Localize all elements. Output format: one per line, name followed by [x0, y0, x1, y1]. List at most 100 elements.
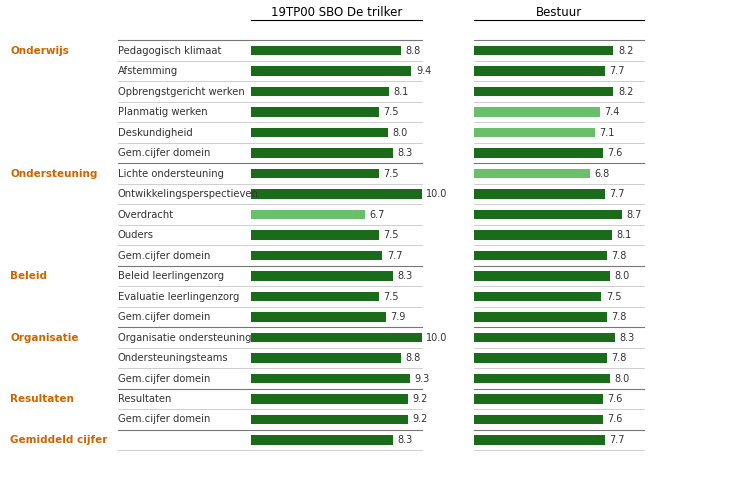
Text: Ondersteuningsteams: Ondersteuningsteams — [118, 353, 229, 363]
Bar — [251, 251, 382, 260]
Text: Lichte ondersteuning: Lichte ondersteuning — [118, 168, 223, 179]
Text: Gemiddeld cijfer: Gemiddeld cijfer — [10, 435, 108, 445]
Text: 10.0: 10.0 — [426, 333, 447, 343]
Bar — [251, 66, 412, 76]
Bar — [474, 87, 613, 96]
Bar — [474, 149, 603, 158]
Text: Ouders: Ouders — [118, 230, 154, 240]
Bar — [251, 436, 393, 445]
Bar — [251, 272, 393, 281]
Text: 10.0: 10.0 — [426, 189, 447, 199]
Bar — [474, 374, 610, 383]
Text: 8.2: 8.2 — [618, 45, 633, 56]
Text: Afstemming: Afstemming — [118, 66, 178, 76]
Text: 7.8: 7.8 — [611, 353, 627, 363]
Text: 7.5: 7.5 — [606, 291, 622, 302]
Bar — [251, 353, 401, 363]
Bar — [474, 312, 607, 322]
Bar — [474, 128, 595, 137]
Text: Bestuur: Bestuur — [536, 6, 582, 19]
Text: 7.7: 7.7 — [610, 189, 624, 199]
Bar — [251, 394, 408, 404]
Text: 7.8: 7.8 — [611, 312, 627, 322]
Text: 7.4: 7.4 — [604, 107, 619, 117]
Text: Deskundigheid: Deskundigheid — [118, 128, 193, 137]
Text: 7.1: 7.1 — [599, 128, 615, 137]
Text: Ondersteuning: Ondersteuning — [10, 168, 98, 179]
Bar — [251, 149, 393, 158]
Bar — [474, 292, 601, 301]
Bar — [474, 107, 600, 117]
Text: Planmatig werken: Planmatig werken — [118, 107, 208, 117]
Text: 19TP00 SBO De trilker: 19TP00 SBO De trilker — [270, 6, 402, 19]
Text: 9.3: 9.3 — [414, 374, 430, 383]
Bar — [251, 210, 365, 219]
Bar — [474, 230, 612, 240]
Text: Gem.cijfer domein: Gem.cijfer domein — [118, 312, 210, 322]
Text: 8.3: 8.3 — [619, 333, 635, 343]
Text: 6.7: 6.7 — [370, 210, 385, 220]
Text: 8.2: 8.2 — [618, 87, 633, 97]
Bar — [474, 189, 605, 198]
Bar — [474, 394, 603, 404]
Bar — [251, 312, 386, 322]
Text: 8.0: 8.0 — [392, 128, 407, 137]
Text: Resultaten: Resultaten — [10, 394, 74, 404]
Text: 9.2: 9.2 — [412, 394, 428, 404]
Text: 8.7: 8.7 — [627, 210, 642, 220]
Text: Organisatie ondersteuning: Organisatie ondersteuning — [118, 333, 251, 343]
Text: Gem.cijfer domein: Gem.cijfer domein — [118, 148, 210, 158]
Bar — [474, 272, 610, 281]
Bar — [251, 292, 379, 301]
Text: 7.6: 7.6 — [607, 394, 623, 404]
Text: Organisatie: Organisatie — [10, 333, 78, 343]
Text: 8.1: 8.1 — [394, 87, 409, 97]
Text: 8.1: 8.1 — [616, 230, 631, 240]
Text: 7.5: 7.5 — [383, 168, 399, 179]
Bar — [474, 66, 605, 76]
Text: Opbrengstgericht werken: Opbrengstgericht werken — [118, 87, 244, 97]
Bar — [251, 169, 379, 178]
Bar — [251, 46, 401, 55]
Text: 7.5: 7.5 — [383, 230, 399, 240]
Text: 7.8: 7.8 — [611, 251, 627, 260]
Text: 9.4: 9.4 — [416, 66, 431, 76]
Bar — [474, 251, 607, 260]
Text: 7.7: 7.7 — [387, 251, 403, 260]
Bar — [474, 436, 605, 445]
Text: Gem.cijfer domein: Gem.cijfer domein — [118, 374, 210, 383]
Text: Evaluatie leerlingenzorg: Evaluatie leerlingenzorg — [118, 291, 239, 302]
Text: 8.8: 8.8 — [406, 45, 421, 56]
Text: Onderwijs: Onderwijs — [10, 45, 69, 56]
Bar — [251, 189, 422, 198]
Text: 7.7: 7.7 — [610, 435, 624, 445]
Text: 8.0: 8.0 — [615, 374, 630, 383]
Text: 7.9: 7.9 — [391, 312, 406, 322]
Text: 8.0: 8.0 — [615, 271, 630, 281]
Text: 7.6: 7.6 — [607, 414, 623, 424]
Bar — [251, 230, 379, 240]
Bar — [251, 87, 389, 96]
Text: 8.3: 8.3 — [397, 148, 412, 158]
Text: Gem.cijfer domein: Gem.cijfer domein — [118, 414, 210, 424]
Text: 8.3: 8.3 — [397, 435, 412, 445]
Text: Ontwikkelingsperspectieven: Ontwikkelingsperspectieven — [118, 189, 258, 199]
Text: 8.3: 8.3 — [397, 271, 412, 281]
Bar — [474, 333, 615, 342]
Text: 7.6: 7.6 — [607, 148, 623, 158]
Text: 8.8: 8.8 — [406, 353, 421, 363]
Bar — [474, 169, 589, 178]
Text: Beleid leerlingenzorg: Beleid leerlingenzorg — [118, 271, 224, 281]
Text: Beleid: Beleid — [10, 271, 47, 281]
Text: Resultaten: Resultaten — [118, 394, 171, 404]
Text: 7.5: 7.5 — [383, 291, 399, 302]
Text: 7.7: 7.7 — [610, 66, 624, 76]
Bar — [474, 353, 607, 363]
Bar — [251, 333, 422, 342]
Bar — [251, 415, 408, 424]
Text: Overdracht: Overdracht — [118, 210, 174, 220]
Bar — [474, 210, 622, 219]
Bar — [251, 128, 388, 137]
Bar — [474, 46, 613, 55]
Bar — [251, 107, 379, 117]
